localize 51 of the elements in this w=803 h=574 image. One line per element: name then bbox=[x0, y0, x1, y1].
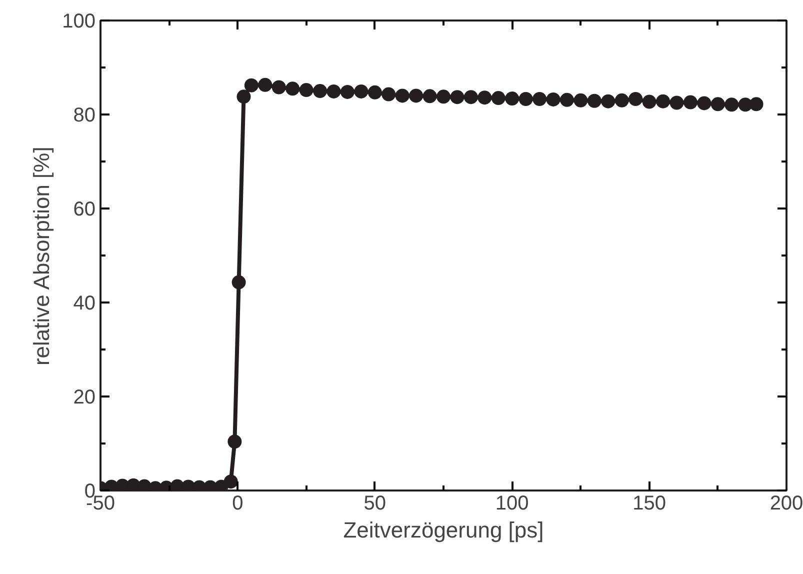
point bbox=[409, 88, 424, 103]
y-tick-label: 60 bbox=[73, 198, 96, 220]
point bbox=[546, 92, 560, 106]
x-tick-label: 100 bbox=[495, 492, 529, 514]
point bbox=[354, 84, 368, 98]
point bbox=[326, 84, 341, 98]
point bbox=[436, 90, 450, 104]
point bbox=[272, 80, 286, 94]
point bbox=[258, 78, 272, 92]
point bbox=[395, 88, 410, 103]
point bbox=[628, 92, 643, 106]
point bbox=[450, 90, 464, 104]
point bbox=[670, 96, 684, 110]
point bbox=[560, 92, 574, 107]
point bbox=[368, 85, 382, 100]
x-tick-label: 50 bbox=[364, 492, 386, 514]
point bbox=[422, 89, 437, 104]
x-tick-label: 0 bbox=[232, 492, 244, 514]
point bbox=[697, 96, 712, 110]
point bbox=[464, 90, 478, 104]
point bbox=[749, 97, 764, 112]
point bbox=[505, 92, 520, 106]
point bbox=[724, 98, 739, 112]
point bbox=[382, 87, 396, 102]
point bbox=[532, 92, 547, 106]
point bbox=[587, 94, 602, 108]
point bbox=[286, 82, 300, 96]
point bbox=[491, 91, 506, 106]
x-tick-label: 150 bbox=[632, 492, 666, 514]
point bbox=[601, 94, 616, 108]
y-tick-label: 100 bbox=[62, 10, 96, 32]
y-tick-label: 40 bbox=[73, 292, 96, 314]
point bbox=[244, 78, 258, 92]
point bbox=[299, 83, 314, 98]
point bbox=[614, 93, 629, 108]
point bbox=[313, 84, 328, 98]
y-tick-label: 20 bbox=[73, 386, 96, 408]
x-axis-title: Zeitverzögerung [ps] bbox=[343, 518, 544, 542]
point bbox=[683, 95, 698, 110]
y-axis-title: relative Absorption [%] bbox=[29, 146, 54, 366]
point bbox=[478, 90, 492, 105]
point bbox=[340, 84, 354, 99]
point bbox=[710, 97, 725, 112]
x-tick-label: 200 bbox=[770, 492, 803, 514]
point bbox=[232, 275, 246, 290]
point bbox=[236, 90, 251, 104]
point bbox=[574, 93, 588, 108]
point bbox=[642, 94, 656, 109]
point bbox=[656, 94, 670, 108]
point bbox=[518, 92, 533, 106]
y-tick-label: 80 bbox=[73, 104, 96, 126]
